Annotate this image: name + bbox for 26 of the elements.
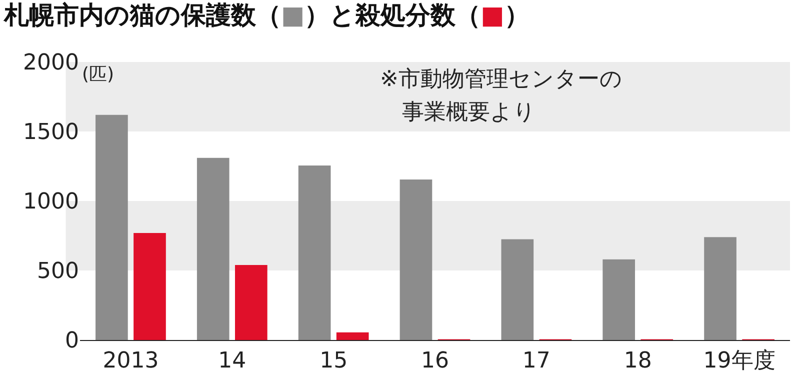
y-tick-label: 2000 bbox=[23, 50, 79, 76]
annotation: ※市動物管理センターの bbox=[380, 67, 622, 92]
bar bbox=[336, 332, 369, 340]
bar bbox=[96, 114, 128, 340]
bar bbox=[196, 158, 230, 340]
bar bbox=[400, 179, 432, 340]
x-tick-label: 2013 bbox=[102, 348, 159, 374]
annotation: 事業概要より bbox=[402, 100, 536, 125]
x-tick-label: 14 bbox=[218, 348, 246, 374]
bar bbox=[602, 259, 635, 340]
x-tick-label: 19年度 bbox=[703, 348, 776, 374]
y-tick-label: 1500 bbox=[23, 120, 79, 146]
bar bbox=[134, 232, 166, 340]
chart-title: 札幌市内の猫の保護数（■）と殺処分数（■） bbox=[3, 0, 530, 30]
bar bbox=[501, 239, 534, 340]
y-axis-title: (匹) bbox=[82, 64, 114, 85]
y-tick-label: 1000 bbox=[23, 190, 79, 215]
y-tick-label: 500 bbox=[37, 259, 79, 284]
bar bbox=[298, 166, 331, 340]
x-tick-label: 17 bbox=[522, 348, 550, 374]
bar bbox=[235, 264, 268, 340]
bar bbox=[704, 237, 736, 340]
x-tick-label: 15 bbox=[320, 348, 348, 374]
x-tick-label: 18 bbox=[624, 348, 652, 374]
y-tick-label: 0 bbox=[65, 328, 79, 354]
x-tick-label: 16 bbox=[421, 348, 449, 374]
